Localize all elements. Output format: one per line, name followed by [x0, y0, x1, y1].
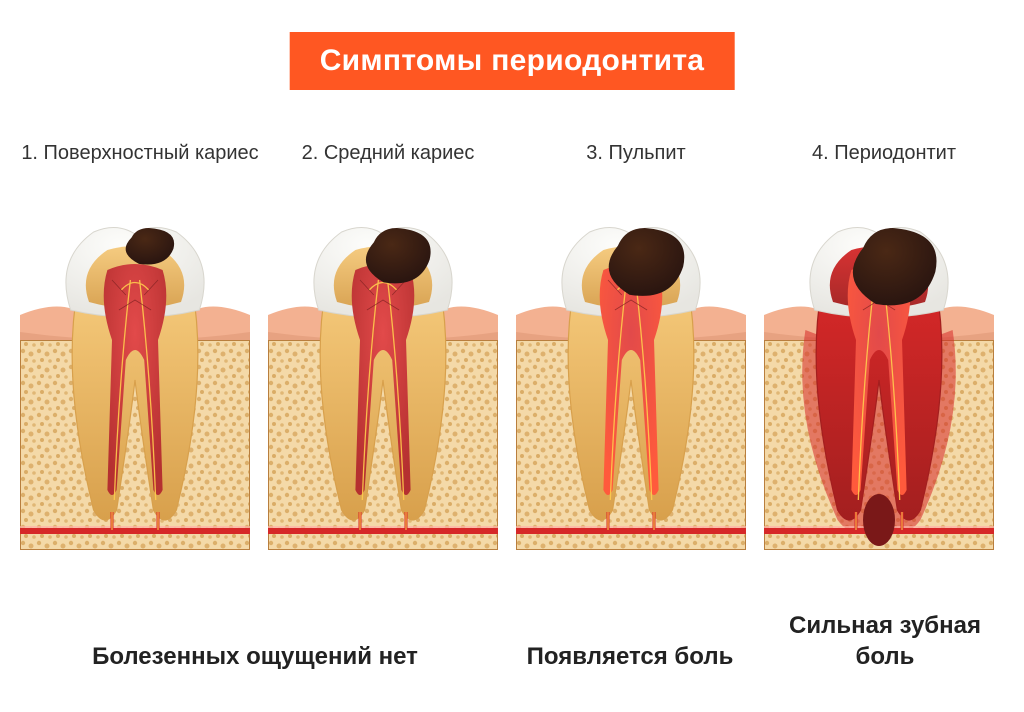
tooth-diagram-4	[764, 220, 994, 550]
symptom-label-1: Болезенных ощущений нет	[20, 641, 490, 672]
page-title: Симптомы периодонтита	[290, 32, 735, 90]
stage-label-4: 4. Периодонтит	[764, 140, 1004, 166]
stage-label-1: 1. Поверхностный кариес	[20, 140, 260, 166]
blood-vessel	[20, 528, 250, 534]
tooth-diagram-2	[268, 220, 498, 550]
stage-label-3: 3. Пульпит	[516, 140, 756, 166]
tooth-diagram-3	[516, 220, 746, 550]
blood-vessel	[268, 528, 498, 534]
tooth-diagram-1	[20, 220, 250, 550]
periapical-abscess	[863, 494, 895, 546]
stage-label-2: 2. Средний кариес	[268, 140, 508, 166]
blood-vessel	[516, 528, 746, 534]
symptom-label-3: Сильная зубная боль	[760, 610, 1010, 672]
symptom-label-2: Появляется боль	[500, 641, 760, 672]
